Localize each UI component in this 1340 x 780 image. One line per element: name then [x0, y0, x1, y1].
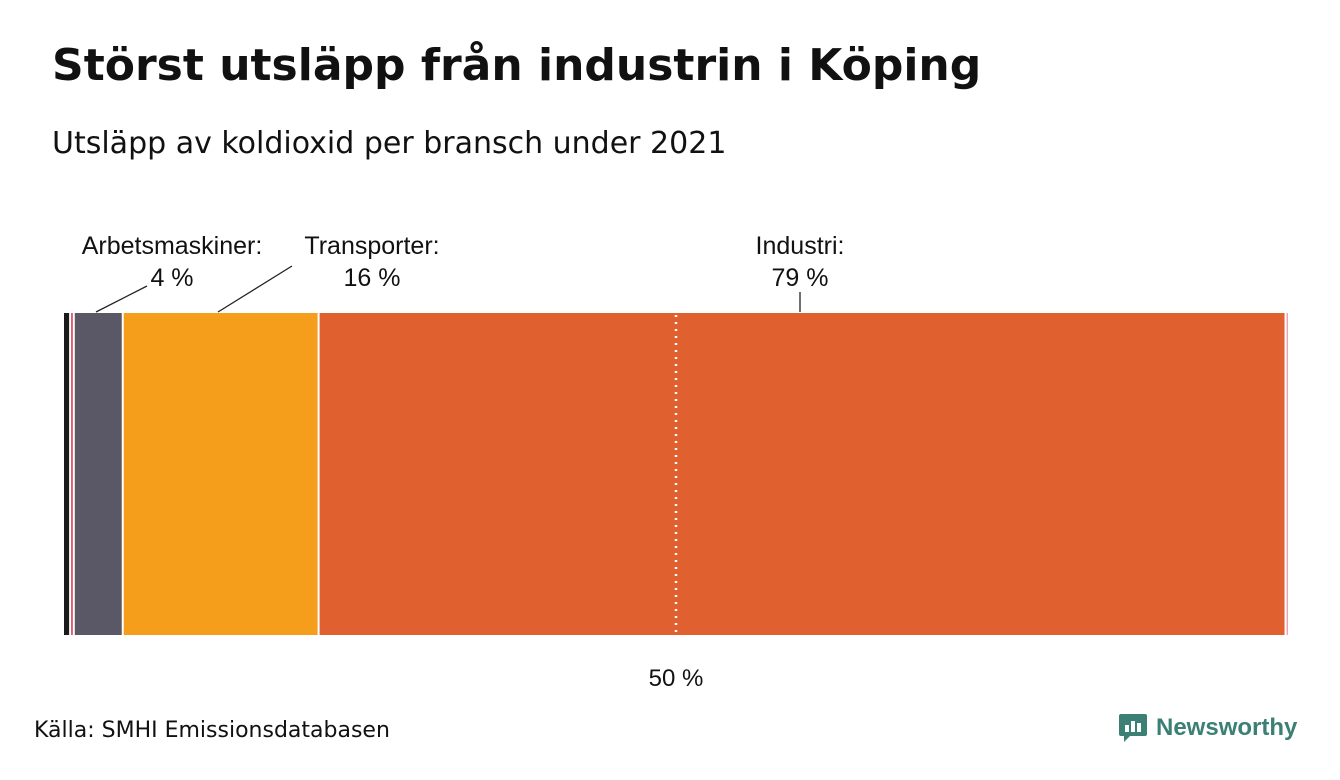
brand-name: Newsworthy — [1156, 714, 1298, 741]
brand-logo: Newsworthy — [1118, 712, 1297, 744]
source-note: Källa: SMHI Emissionsdatabasen — [34, 718, 390, 743]
bar-segment-4 — [318, 313, 1286, 635]
bar-segment-5 — [1285, 313, 1288, 635]
segment-name-label-2: Arbetsmaskiner: — [82, 232, 263, 260]
stacked-bar-chart: 50 % Arbetsmaskiner: 4 % Transporter: 16 % In… — [64, 232, 1288, 692]
bar-segment-3 — [122, 313, 319, 635]
bar-segment-1 — [70, 313, 74, 635]
bar-segment-0 — [64, 313, 71, 635]
chart-subtitle: Utsläpp av koldioxid per bransch under 2… — [52, 126, 727, 161]
segment-value-label-2: 4 % — [150, 264, 193, 292]
segment-name-label-4: Industri: — [756, 232, 845, 260]
segment-name-label-3: Transporter: — [304, 232, 439, 260]
reference-line-label: 50 % — [649, 665, 704, 692]
newsworthy-logo-icon — [1119, 714, 1147, 742]
bar-segment-2 — [73, 313, 123, 635]
leader-line-2 — [95, 285, 148, 313]
chart-title: Störst utsläpp från industrin i Köping — [52, 40, 982, 91]
segment-value-label-4: 79 % — [772, 264, 829, 292]
leader-line-3 — [217, 265, 293, 313]
segment-value-label-3: 16 % — [344, 264, 401, 292]
